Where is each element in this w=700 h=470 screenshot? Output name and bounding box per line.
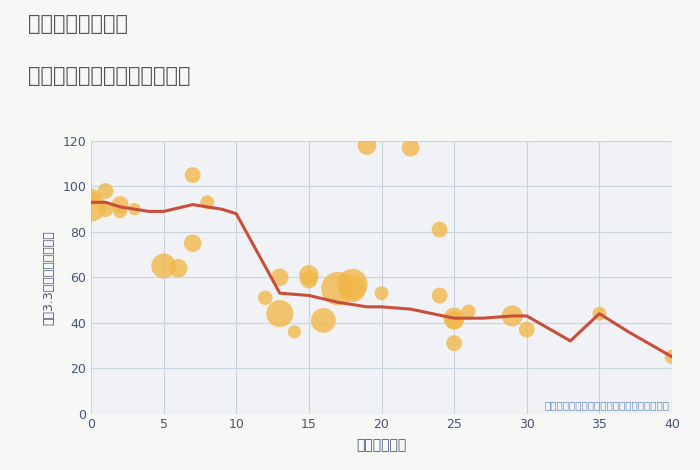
- Point: [449, 317, 460, 324]
- Point: [100, 205, 111, 213]
- Point: [346, 285, 358, 292]
- Point: [260, 294, 271, 302]
- Point: [666, 353, 678, 360]
- Point: [449, 314, 460, 322]
- Point: [303, 276, 314, 283]
- Point: [303, 271, 314, 279]
- Point: [594, 310, 605, 317]
- Point: [172, 265, 183, 272]
- Point: [449, 339, 460, 347]
- Point: [289, 328, 300, 336]
- Point: [346, 280, 358, 288]
- Text: 千葉県市原市馬立: 千葉県市原市馬立: [28, 14, 128, 34]
- Y-axis label: 坪（3.3㎡）単価（万円）: 坪（3.3㎡）単価（万円）: [42, 230, 55, 325]
- Point: [434, 226, 445, 233]
- Point: [434, 292, 445, 299]
- Point: [274, 274, 286, 281]
- Point: [85, 194, 97, 202]
- Point: [187, 239, 198, 247]
- Point: [318, 317, 329, 324]
- Point: [100, 187, 111, 195]
- Point: [463, 307, 475, 315]
- Point: [361, 142, 372, 149]
- Text: 築年数別中古マンション価格: 築年数別中古マンション価格: [28, 66, 190, 86]
- X-axis label: 築年数（年）: 築年数（年）: [356, 439, 407, 453]
- Point: [129, 205, 140, 213]
- Text: 円の大きさは、取引のあった物件面積を示す: 円の大きさは、取引のあった物件面積を示す: [544, 400, 669, 410]
- Point: [376, 290, 387, 297]
- Point: [187, 171, 198, 179]
- Point: [114, 208, 126, 215]
- Point: [158, 262, 169, 270]
- Point: [507, 312, 518, 320]
- Point: [85, 203, 97, 211]
- Point: [332, 285, 344, 292]
- Point: [202, 198, 213, 206]
- Point: [114, 201, 126, 208]
- Point: [521, 326, 532, 333]
- Point: [405, 144, 416, 151]
- Point: [274, 310, 286, 317]
